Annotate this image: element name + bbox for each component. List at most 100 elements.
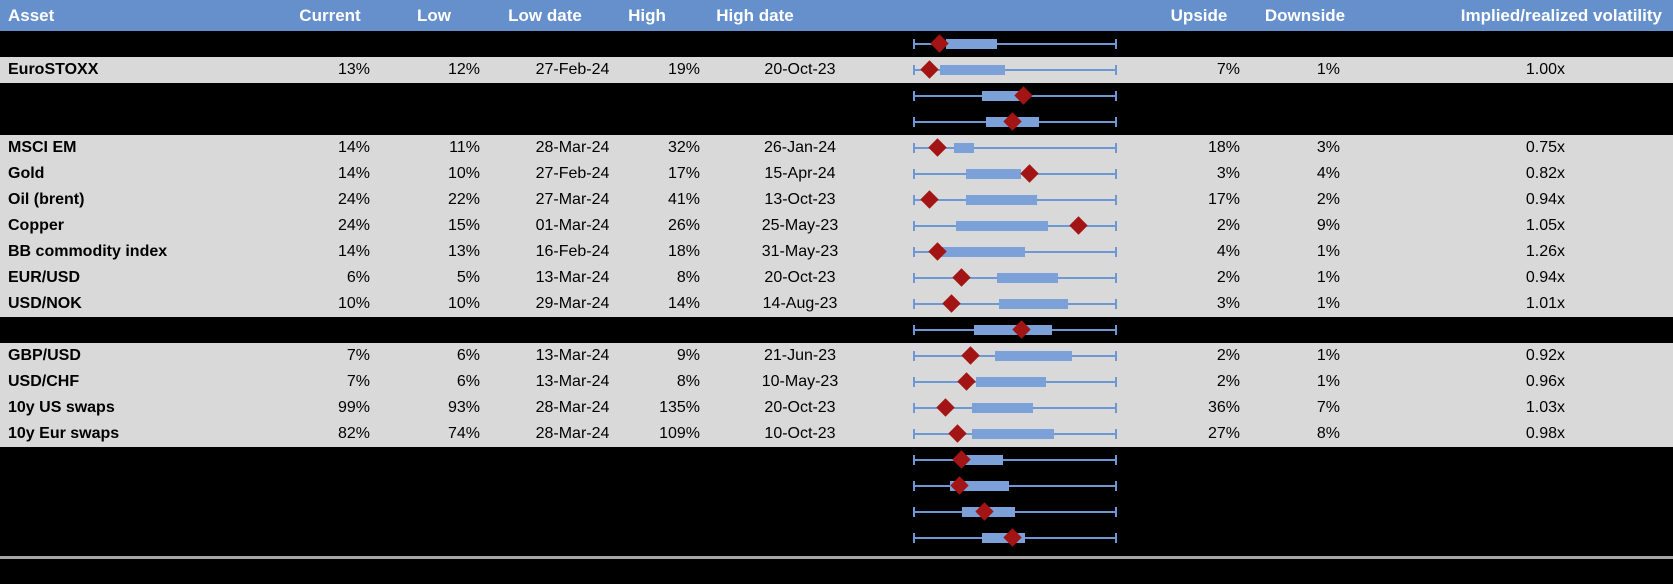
whisker-cap-left [913,325,915,335]
cell-current: 24% [337,191,370,208]
cell-implied-realized: 0.98x [1525,425,1565,442]
cell-implied-realized: 1.00x [1525,61,1565,78]
whisker-cap-left [913,273,915,283]
cell-low: 10% [447,165,480,182]
iqr-box [976,377,1046,387]
whisker-cap-left [913,247,915,257]
cell-upside: 3% [1216,165,1240,182]
range-boxplot [913,213,1117,239]
cell-asset: GBP/USD [8,347,81,364]
whisker-cap-left [913,429,915,439]
cell-upside: 27% [1207,425,1240,442]
spacer-row [0,109,1673,135]
iqr-box [939,247,1026,257]
cell-asset: 10y US swaps [8,399,115,416]
table-row: USD/NOK 10% 10% 29-Mar-24 14% 14-Aug-23 3% 1% 1.… [0,291,1673,317]
range-boxplot [913,499,1117,525]
cell-upside: 3% [1216,295,1240,312]
table-row: EuroSTOXX 13% 12% 27-Feb-24 19% 20-Oct-23 7% 1%… [0,57,1673,83]
cell-high: 32% [667,139,700,156]
cell-low-date: 13-Mar-24 [535,373,610,390]
cell-low: 11% [449,139,480,156]
current-diamond [928,242,947,261]
table-row: Copper 24% 15% 01-Mar-24 26% 25-May-23 2% 9% 1.0… [0,213,1673,239]
whisker-cap-left [913,299,915,309]
whisker-cap-right [1115,533,1117,543]
whisker-cap-right [1115,455,1117,465]
range-boxplot [913,135,1117,161]
whisker-cap-left [913,455,915,465]
cell-low: 6% [456,373,480,390]
cell-downside: 7% [1316,399,1340,416]
col-header-asset: Asset [8,6,55,25]
whisker-cap-left [913,507,915,517]
cell-low: 10% [447,295,480,312]
cell-high-date: 31-May-23 [761,243,839,260]
current-diamond [1020,164,1039,183]
whisker-cap-right [1115,325,1117,335]
whisker-cap-right [1115,481,1117,491]
cell-low-date: 27-Mar-24 [535,191,610,208]
whisker-cap-left [913,91,915,101]
cell-high: 9% [676,347,700,364]
whisker-line [913,511,1117,513]
iqr-box [998,299,1069,309]
whisker-cap-left [913,351,915,361]
current-diamond [1003,112,1023,131]
cell-high: 26% [667,217,700,234]
cell-downside: 1% [1316,347,1340,364]
range-boxplot [913,291,1117,317]
iqr-box [996,273,1058,283]
whisker-cap-right [1115,169,1117,179]
cell-implied-realized: 0.96x [1525,373,1565,390]
whisker-cap-left [913,481,915,491]
whisker-cap-left [913,195,915,205]
current-diamond [942,294,961,313]
cell-asset: Gold [8,165,45,182]
cell-high-date: 13-Oct-23 [764,191,836,208]
current-diamond [952,450,972,469]
cell-high-date: 26-Jan-24 [763,139,837,156]
cell-implied-realized: 0.92x [1525,347,1565,364]
iqr-box [945,39,997,49]
cell-upside: 2% [1216,347,1240,364]
iqr-box [949,481,1009,491]
range-boxplot [913,369,1117,395]
cell-high: 18% [667,243,700,260]
col-header-high-date: High date [716,6,794,25]
col-header-current: Current [299,6,361,25]
cell-high: 135% [659,399,700,416]
cell-low: 13% [447,243,480,260]
whisker-cap-left [913,169,915,179]
cell-downside: 3% [1316,139,1340,156]
whisker-cap-right [1115,351,1117,361]
cell-implied-realized: 1.03x [1525,399,1565,416]
divider-line [0,556,1673,559]
iqr-box [964,455,1003,465]
whisker-line [913,485,1117,487]
range-boxplot [913,343,1117,369]
cell-high-date: 14-Aug-23 [762,295,838,312]
cell-high-date: 20-Oct-23 [764,399,836,416]
cell-high-date: 25-May-23 [761,217,839,234]
whisker-line [913,147,1117,149]
whisker-cap-right [1115,91,1117,101]
cell-current: 6% [346,269,370,286]
cell-downside: 1% [1316,373,1340,390]
whisker-cap-left [913,117,915,127]
cell-high: 8% [676,373,700,390]
iqr-box [953,143,975,153]
current-diamond [1013,86,1033,105]
range-boxplot [913,109,1117,135]
cell-implied-realized: 0.82x [1525,165,1565,182]
cell-low: 74% [447,425,480,442]
cell-current: 14% [337,139,370,156]
cell-current: 14% [337,243,370,260]
whisker-cap-right [1115,377,1117,387]
iqr-box [966,169,1022,179]
range-boxplot [913,317,1117,343]
current-diamond [1069,216,1088,235]
current-diamond [930,34,949,53]
range-boxplot [913,31,1117,57]
